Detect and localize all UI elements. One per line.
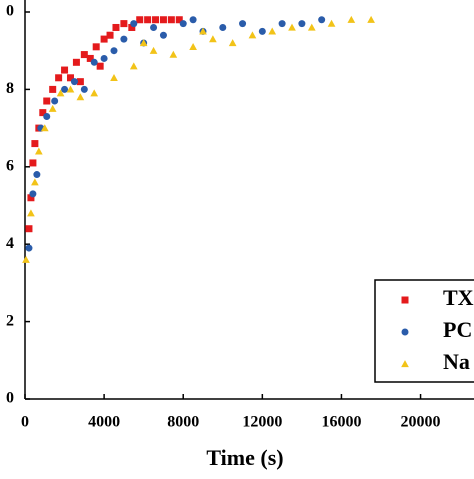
point <box>110 47 118 55</box>
point <box>80 85 88 93</box>
y-tick-label: 2 <box>6 312 14 329</box>
point <box>76 93 85 101</box>
x-tick-label: 16000 <box>321 414 361 431</box>
point <box>90 58 98 66</box>
point <box>25 244 33 252</box>
point <box>76 78 84 86</box>
point <box>159 16 167 24</box>
legend-marker <box>401 328 409 336</box>
point <box>136 16 144 24</box>
point <box>90 89 99 97</box>
point <box>239 20 247 28</box>
point <box>43 112 51 120</box>
point <box>169 50 178 58</box>
point <box>128 23 136 31</box>
point <box>179 20 187 28</box>
point <box>367 15 375 23</box>
point <box>33 171 41 179</box>
point <box>51 97 59 105</box>
point <box>29 190 37 198</box>
point <box>40 124 49 132</box>
point <box>288 23 296 31</box>
point <box>228 39 237 47</box>
point <box>298 20 306 28</box>
point <box>22 255 30 263</box>
point <box>92 43 100 51</box>
x-tick-label: 0 <box>21 414 29 431</box>
legend-box <box>374 279 474 383</box>
point <box>39 109 47 117</box>
point <box>31 140 39 148</box>
point <box>268 27 277 35</box>
y-tick-label: 8 <box>6 80 14 97</box>
y-tick-label: 6 <box>6 157 14 174</box>
point <box>167 16 175 24</box>
point <box>130 20 138 28</box>
point <box>110 73 118 81</box>
point <box>72 58 80 66</box>
point <box>219 23 227 31</box>
legend-marker <box>401 360 409 368</box>
point <box>307 23 316 31</box>
point <box>258 27 266 35</box>
point <box>27 209 35 217</box>
legend-marker <box>401 296 409 304</box>
point <box>25 225 33 233</box>
point <box>189 42 197 50</box>
point <box>100 35 108 43</box>
point <box>248 31 257 39</box>
point <box>120 35 128 43</box>
point <box>96 62 104 70</box>
point <box>31 178 39 186</box>
x-tick-label: 12000 <box>242 414 282 431</box>
x-axis-label: Time (s) <box>206 445 283 470</box>
point <box>56 89 65 97</box>
point <box>48 104 57 112</box>
point <box>189 16 197 24</box>
point <box>209 35 217 43</box>
point <box>66 85 75 93</box>
point <box>29 159 37 167</box>
point <box>159 31 167 39</box>
point <box>43 97 51 105</box>
point <box>152 16 160 24</box>
point <box>49 85 57 93</box>
point <box>278 20 286 28</box>
y-tick-label: 4 <box>6 235 14 252</box>
legend-label: Na <box>443 349 470 374</box>
point <box>100 54 108 62</box>
legend-label: PC <box>443 317 472 342</box>
point <box>120 20 128 28</box>
point <box>175 16 183 24</box>
point <box>61 85 69 93</box>
point <box>347 15 356 23</box>
x-tick-label: 20000 <box>401 414 441 431</box>
point <box>144 16 152 24</box>
point <box>129 62 138 70</box>
y-tick-label: 0 <box>6 3 14 20</box>
point <box>318 16 326 24</box>
point <box>70 78 78 86</box>
y-tick-label: 0 <box>6 390 14 407</box>
point <box>199 27 207 35</box>
legend-label: TX <box>443 285 474 310</box>
point <box>149 46 158 54</box>
point <box>150 23 158 31</box>
point <box>112 23 120 31</box>
point <box>34 147 43 155</box>
point <box>106 31 114 39</box>
point <box>61 66 69 74</box>
point <box>27 194 35 202</box>
point <box>86 54 94 62</box>
x-tick-label: 4000 <box>88 414 120 431</box>
point <box>139 39 148 47</box>
point <box>55 74 63 82</box>
point <box>327 19 336 27</box>
x-tick-label: 8000 <box>167 414 199 431</box>
point <box>80 51 88 59</box>
point <box>66 74 74 82</box>
